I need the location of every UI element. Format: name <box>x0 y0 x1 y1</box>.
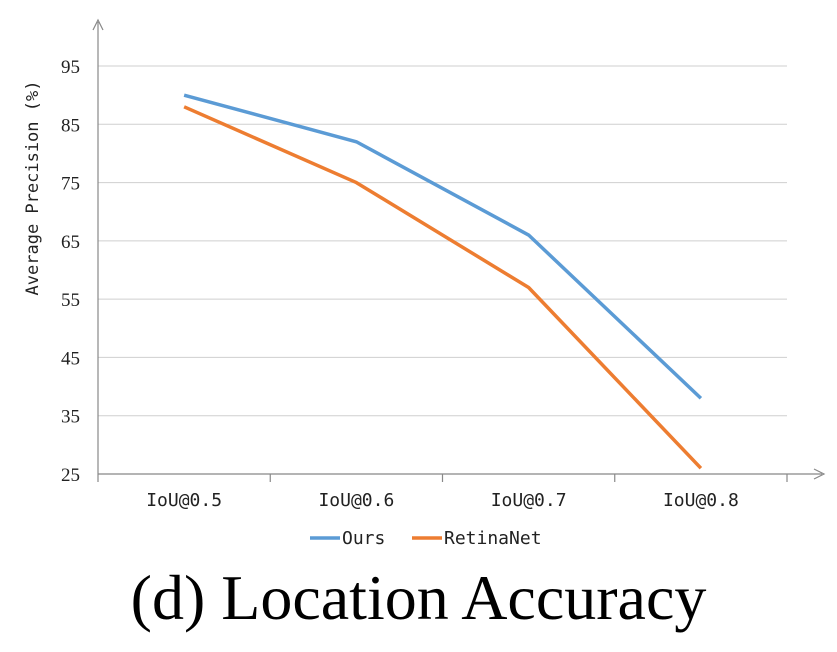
x-axis-arrow <box>813 468 826 480</box>
y-axis-arrow <box>92 18 104 31</box>
series-lines <box>183 93 703 470</box>
y-tick-label: 95 <box>61 57 80 78</box>
y-axis-label: Average Precision (%) <box>23 81 43 296</box>
legend-label: RetinaNet <box>444 528 542 549</box>
axes <box>92 18 826 482</box>
y-tick-label: 45 <box>61 348 80 369</box>
legend-label: Ours <box>342 528 385 549</box>
y-tick-label: 55 <box>61 290 80 311</box>
y-tick-label: 65 <box>61 232 80 253</box>
y-tick-label: 35 <box>61 407 80 428</box>
y-tick-label: 75 <box>61 174 80 195</box>
x-tick-label: IoU@0.8 <box>663 490 739 511</box>
y-tick-label: 25 <box>61 465 80 486</box>
legend: Ours RetinaNet <box>310 528 542 549</box>
series-line-retinanet <box>183 105 703 470</box>
x-tick-label: IoU@0.7 <box>491 490 567 511</box>
series-line-ours <box>183 93 703 400</box>
figure-caption: (d) Location Accuracy <box>130 562 707 633</box>
x-tick-label: IoU@0.6 <box>318 490 394 511</box>
y-tick-label: 85 <box>61 115 80 136</box>
x-tick-labels: IoU@0.5 IoU@0.6 IoU@0.7 IoU@0.8 <box>146 490 739 511</box>
x-tick-label: IoU@0.5 <box>146 490 222 511</box>
grid-lines <box>98 65 787 417</box>
y-tick-labels: 25 35 45 55 65 75 85 95 <box>61 57 80 486</box>
